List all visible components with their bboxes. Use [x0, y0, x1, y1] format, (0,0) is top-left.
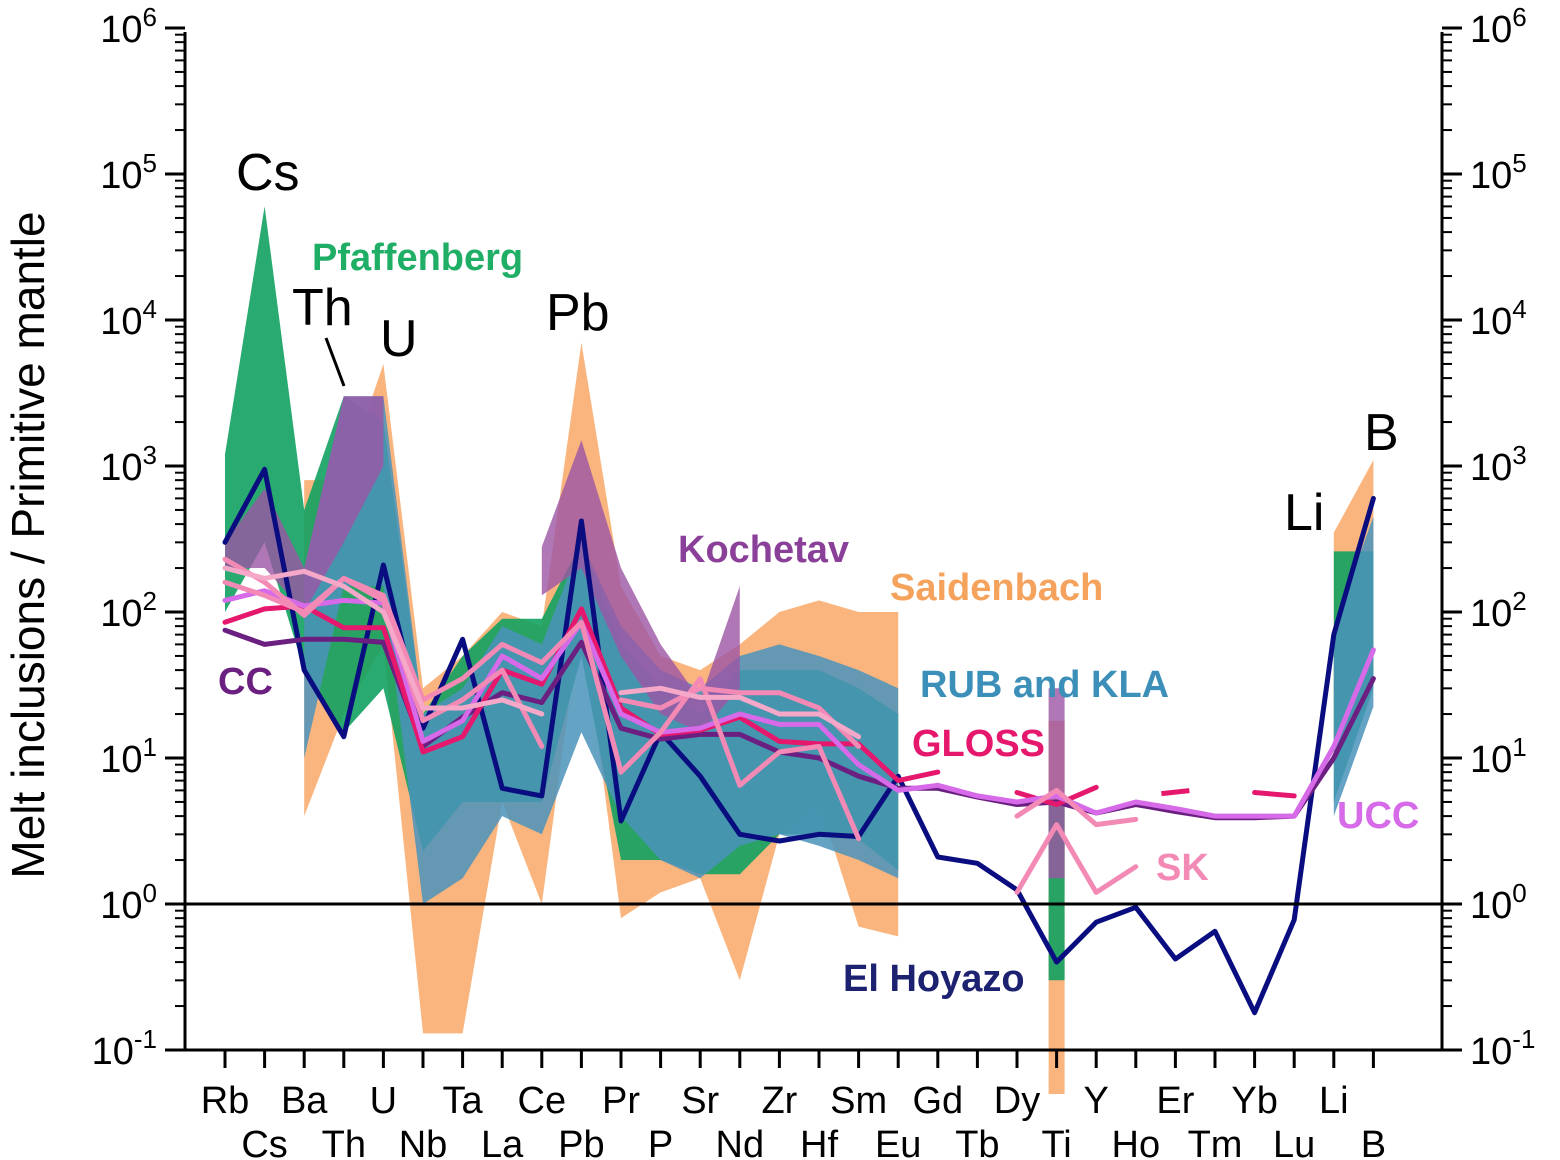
y-tick-label-right: 100 [1470, 878, 1527, 927]
x-tick-label: Rb [201, 1080, 250, 1122]
band-kochetav [225, 396, 384, 612]
x-tick-label: Tm [1188, 1124, 1243, 1160]
x-tick-label: Li [1319, 1080, 1349, 1122]
label-rub-and-kla: RUB and KLA [920, 664, 1169, 706]
series-line-gloss [1161, 788, 1190, 797]
series-line-gloss [222, 603, 941, 784]
series-line-sk [1014, 787, 1139, 828]
band-kochetav [1048, 688, 1065, 879]
x-tick-label: Cs [241, 1124, 287, 1160]
y-axis-title: Melt inclusions / Primitive mantle [2, 211, 54, 878]
x-tick-label: Y [1084, 1080, 1109, 1122]
x-tick-label: Sm [830, 1080, 887, 1122]
annotation-li: Li [1284, 484, 1324, 542]
series-line-sk [1014, 822, 1139, 895]
series-line-sk [618, 685, 862, 749]
tick-marks [165, 26, 1462, 1068]
y-tick-label-right: 101 [1470, 732, 1527, 781]
y-tick-label-left: 10-1 [92, 1024, 157, 1073]
label-gloss: GLOSS [912, 723, 1045, 765]
x-tick-label: B [1361, 1124, 1386, 1160]
x-tick-label: Ce [518, 1080, 567, 1122]
y-tick-label-left: 105 [100, 148, 157, 197]
axes [183, 32, 1444, 1052]
series-line-ucc [222, 588, 1376, 819]
x-tick-label: Zr [761, 1080, 797, 1122]
annotation-th: Th [292, 279, 353, 337]
x-tick-label: Ba [281, 1080, 328, 1122]
annotation-pb: Pb [546, 284, 610, 342]
label-cc: CC [218, 661, 273, 703]
label-sk: SK [1156, 847, 1209, 889]
y-tick-label-right: 104 [1470, 294, 1527, 343]
y-tick-label-right: 10-1 [1470, 1024, 1535, 1073]
x-tick-label: Tb [955, 1124, 999, 1160]
x-tick-label: U [370, 1080, 397, 1122]
label-ucc: UCC [1337, 795, 1419, 837]
y-tick-label-left: 102 [100, 586, 157, 635]
series-lines [222, 466, 1376, 1016]
x-tick-label: Ho [1112, 1124, 1161, 1160]
y-tick-labels: 10-1 10-1 100 100 101 101 102 102 103 103 104 104 10… [92, 2, 1536, 1073]
x-tick-label: Eu [875, 1124, 921, 1160]
series-line-sk [618, 685, 862, 740]
series-line-sk [222, 575, 545, 749]
x-tick-label: La [481, 1124, 524, 1160]
x-tick-label: Hf [800, 1124, 838, 1160]
x-tick-label: Nd [716, 1124, 765, 1160]
x-tick-label: P [648, 1124, 673, 1160]
x-tick-label: Th [322, 1124, 366, 1160]
series-line-sk [222, 565, 545, 717]
y-tick-label-right: 105 [1470, 148, 1527, 197]
y-tick-label-left: 103 [100, 440, 157, 489]
y-tick-label-left: 106 [100, 2, 157, 51]
annotation-u: U [380, 310, 418, 368]
label-pfaffenberg: Pfaffenberg [312, 237, 523, 279]
x-tick-label: Ta [443, 1080, 484, 1122]
y-tick-label-left: 100 [100, 878, 157, 927]
y-tick-label-left: 101 [100, 732, 157, 781]
x-tick-label: Er [1156, 1080, 1194, 1122]
series-line-gloss [1252, 790, 1297, 799]
x-tick-label: Pr [602, 1080, 640, 1122]
x-tick-label: Dy [994, 1080, 1040, 1122]
label-saidenbach: Saidenbach [890, 567, 1103, 609]
y-tick-label-left: 104 [100, 294, 157, 343]
x-tick-label: Lu [1273, 1124, 1315, 1160]
y-tick-label-right: 102 [1470, 586, 1527, 635]
band-kochetav [541, 440, 740, 733]
annotation-cs: Cs [236, 144, 300, 202]
label-el-hoyazo: El Hoyazo [843, 958, 1025, 1000]
label-kochetav: Kochetav [678, 529, 849, 571]
x-tick-label: Gd [912, 1080, 963, 1122]
x-tick-label: Sr [681, 1080, 719, 1122]
annotation-th-leader [324, 337, 346, 387]
y-tick-label-right: 103 [1470, 440, 1527, 489]
x-tick-label: Ti [1041, 1124, 1071, 1160]
x-tick-labels: RbCsBaThUNbTaLaCePbPrPSrNdZrHfSmEuGdTbDy… [201, 1080, 1386, 1160]
x-tick-label: Yb [1231, 1080, 1277, 1122]
x-tick-label: Nb [399, 1124, 448, 1160]
y-tick-label-right: 106 [1470, 2, 1527, 51]
series-line-gloss [1014, 784, 1099, 807]
x-tick-label: Pb [558, 1124, 604, 1160]
annotation-b: B [1364, 404, 1399, 462]
